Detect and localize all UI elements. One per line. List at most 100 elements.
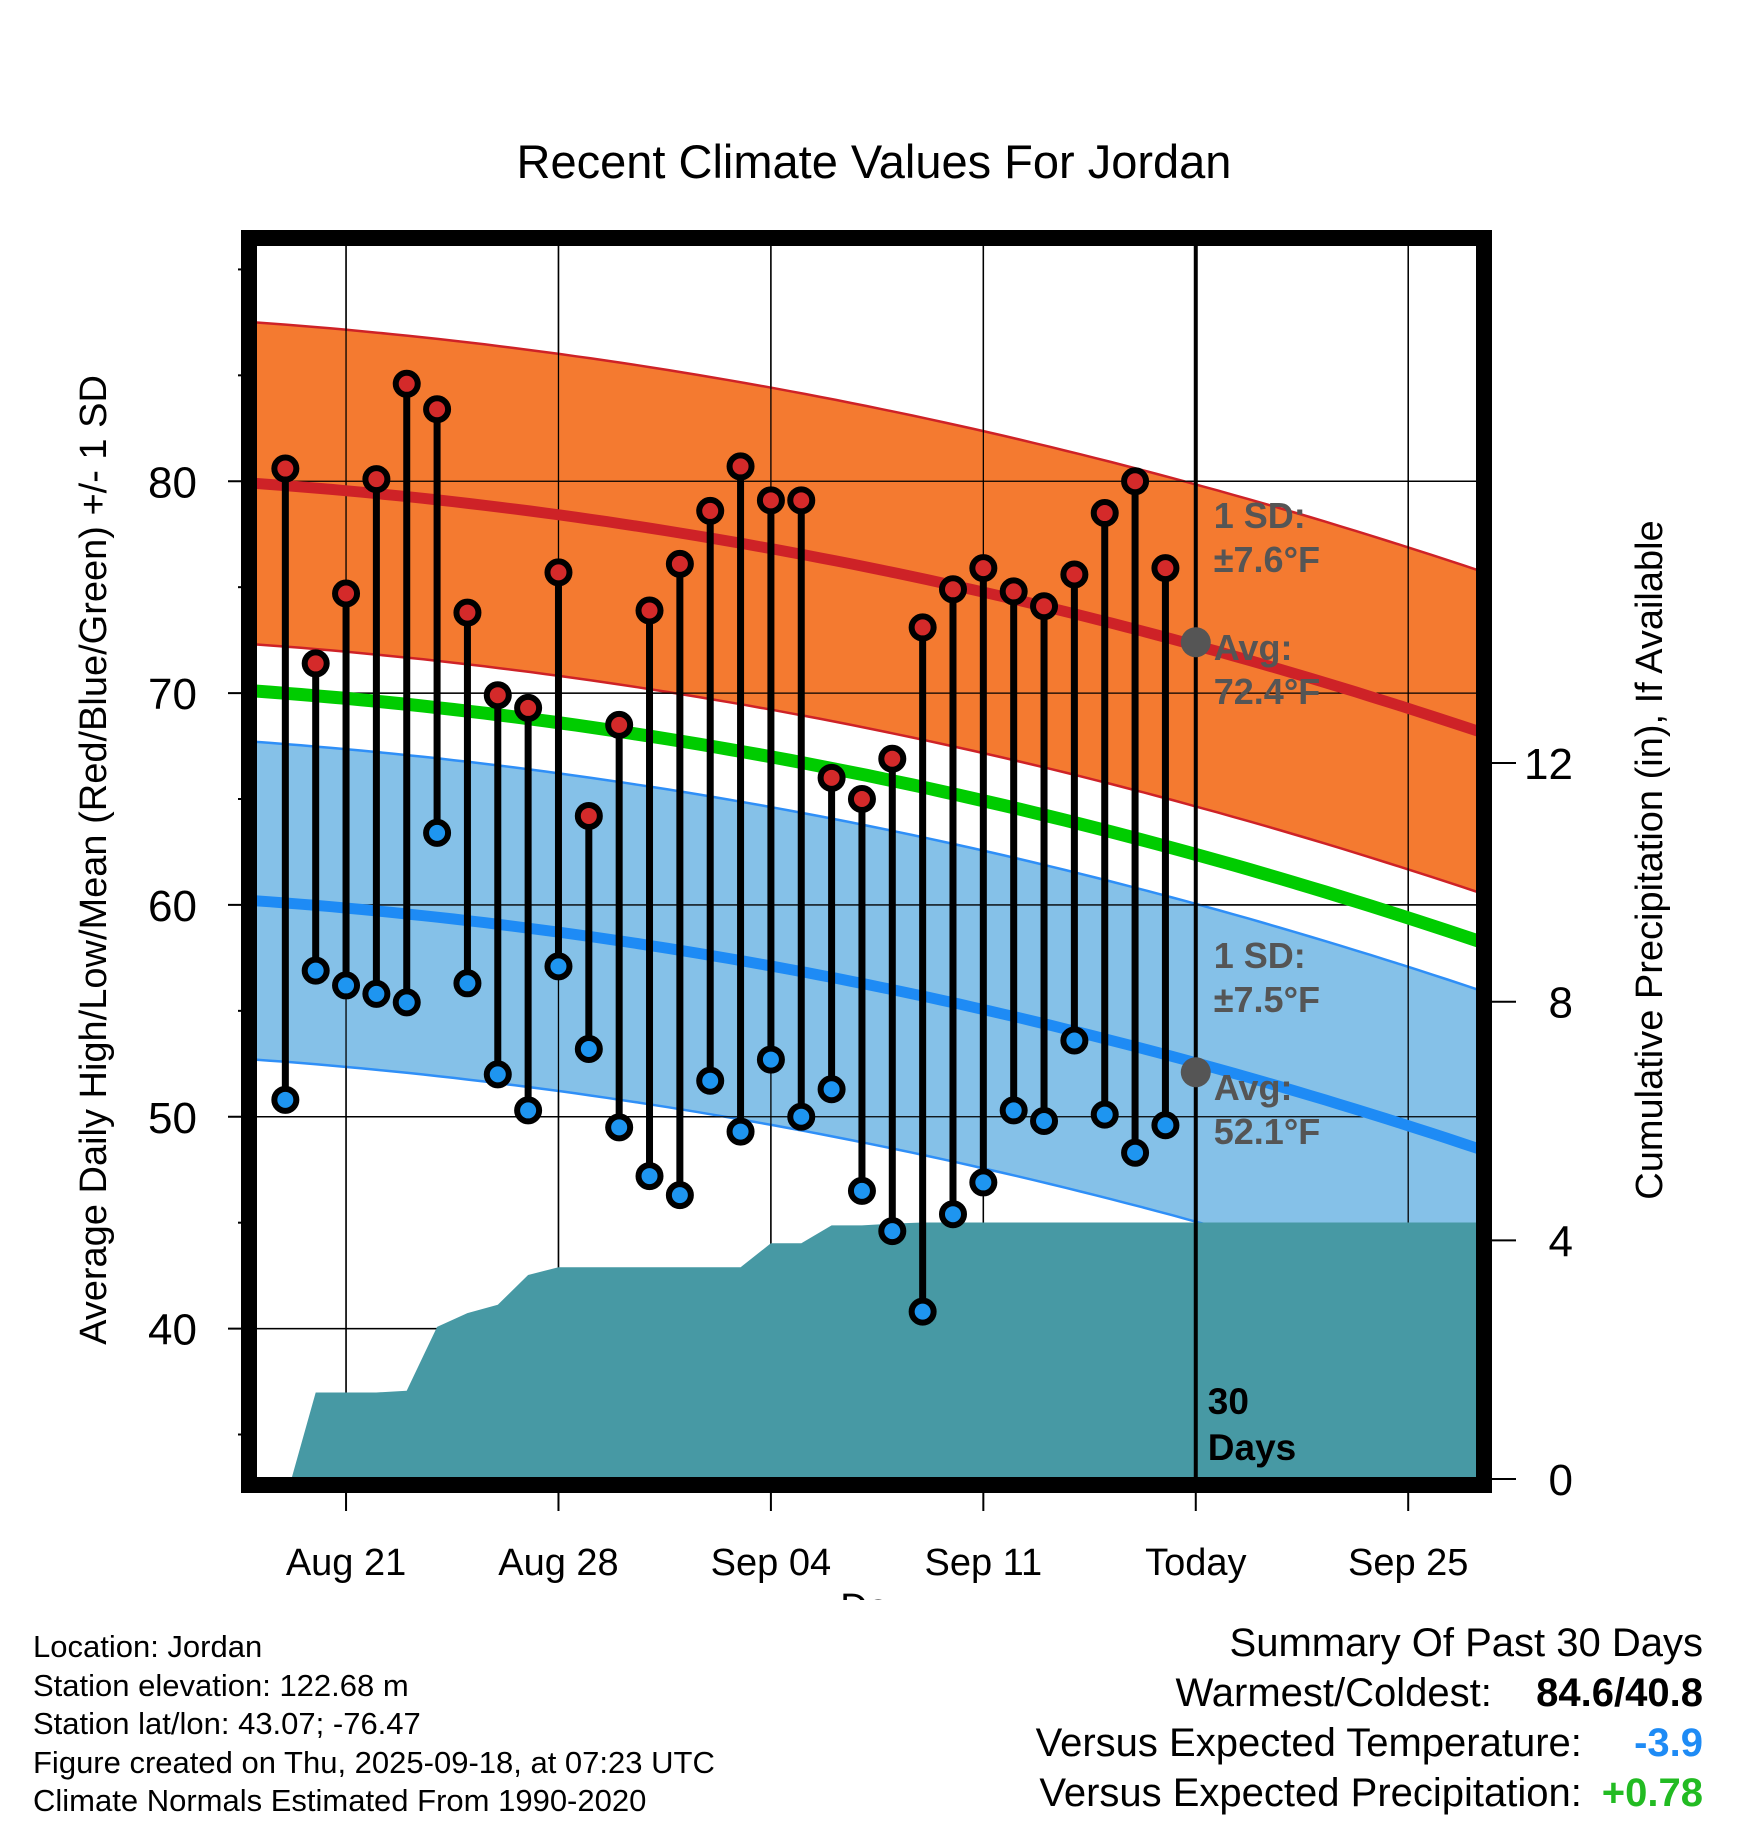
daily-high-dot	[362, 465, 391, 494]
y-tick-label: 60	[148, 882, 197, 931]
daily-high-dot	[605, 710, 634, 739]
daily-low-dot	[392, 988, 421, 1017]
daily-low-dot	[483, 1060, 512, 1089]
daily-high-dot	[1030, 592, 1059, 621]
high-band-lower-edge	[255, 643, 1478, 894]
x-tick-label: Aug 21	[286, 1542, 406, 1584]
daily-low-dot	[969, 1168, 998, 1197]
y-axis-label: Average Daily High/Low/Mean (Red/Blue/Gr…	[73, 375, 115, 1345]
daily-low-dot	[362, 979, 391, 1008]
daily-high-dot	[726, 452, 755, 481]
daily-high-dot	[1151, 554, 1180, 583]
daily-low-dot	[938, 1200, 967, 1229]
summary-precip-row: Versus Expected Precipitation: +0.78	[1036, 1768, 1703, 1818]
daily-low-dot	[301, 956, 330, 985]
summary-precip-label: Versus Expected Precipitation:	[1039, 1771, 1582, 1815]
daily-high-dot	[787, 486, 816, 515]
x-tick-label: Sep 04	[711, 1542, 831, 1584]
daily-low-dot	[726, 1117, 755, 1146]
summary-heading: Summary Of Past 30 Days	[1229, 1621, 1703, 1665]
daily-high-dot	[271, 454, 300, 483]
y2-axis-label: Cumulative Precipitation (in), If Availa…	[1629, 520, 1671, 1199]
x-tick-label: Sep 11	[925, 1542, 1043, 1584]
daily-high-dot	[514, 693, 543, 722]
summary-warmest-row: Warmest/Coldest: 84.6/40.8	[1036, 1668, 1704, 1718]
summary-panel: Summary Of Past 30 Days Warmest/Coldest:…	[1036, 1618, 1703, 1818]
daily-low-dot	[574, 1034, 603, 1063]
daily-high-dot	[1090, 499, 1119, 528]
daily-low-dot	[696, 1066, 725, 1095]
summary-precip-value: +0.78	[1601, 1771, 1703, 1815]
y-tick-label: 70	[148, 670, 197, 719]
y2-tick-label: 4	[1549, 1217, 1573, 1266]
daily-low-dot	[453, 969, 482, 998]
info-location: Location: Jordan	[33, 1629, 263, 1664]
x-axis-label: Day	[840, 1587, 908, 1600]
y2-tick-label: 8	[1549, 979, 1573, 1028]
today-high-marker	[1180, 627, 1211, 658]
daily-low-dot	[635, 1162, 664, 1191]
plot-frame	[241, 230, 1492, 1493]
daily-low-dot	[605, 1113, 634, 1142]
daily-low-dot	[999, 1096, 1028, 1125]
daily-high-dot	[574, 801, 603, 830]
high-band-upper-edge	[255, 321, 1478, 572]
daily-high-dot	[756, 486, 785, 515]
info-latlon: Station lat/lon: 43.07; -76.47	[33, 1706, 421, 1741]
daily-low-dot	[665, 1181, 694, 1210]
daily-high-dot	[301, 649, 330, 678]
daily-high-dot	[332, 579, 361, 608]
daily-high-dot	[483, 681, 512, 710]
climate-chart: Recent Climate Values For Jordan 1 SD: ±7…	[73, 135, 1671, 1600]
daily-low-dot	[756, 1045, 785, 1074]
mean-avg-line	[255, 684, 1478, 948]
daily-high-dot	[665, 549, 694, 578]
daily-high-dot	[908, 613, 937, 642]
precip-area	[291, 1222, 1478, 1479]
daily-high-dot	[938, 575, 967, 604]
daily-high-dot	[696, 496, 725, 525]
chart-title: Recent Climate Values For Jordan	[517, 135, 1232, 188]
plot-inner: 1 SD: ±7.6°F Avg: 72.4°F 1 SD: ±7.5°F Avg: 52.1…	[255, 244, 1478, 1479]
daily-low-dot	[1060, 1026, 1089, 1055]
y-tick-label: 80	[148, 458, 197, 507]
low-band-upper-edge	[255, 740, 1478, 991]
summary-temp-value: -3.9	[1634, 1721, 1703, 1765]
summary-warmest-value: 84.6/40.8	[1536, 1671, 1703, 1715]
low-sd-annotation: 1 SD: ±7.5°F	[1214, 935, 1320, 1020]
daily-low-dot	[271, 1085, 300, 1114]
daily-low-dot	[878, 1217, 907, 1246]
today-days-annotation: 30 Days	[1208, 1381, 1296, 1468]
info-normals: Climate Normals Estimated From 1990-2020	[33, 1783, 647, 1818]
daily-high-dot	[999, 577, 1028, 606]
daily-high-dot	[847, 785, 876, 814]
daily-high-dot	[544, 558, 573, 587]
daily-low-dot	[817, 1075, 846, 1104]
daily-high-dot	[635, 596, 664, 625]
summary-temp-label: Versus Expected Temperature:	[1035, 1721, 1582, 1765]
high-sd-annotation: 1 SD: ±7.6°F	[1214, 495, 1320, 580]
daily-low-dot	[544, 952, 573, 981]
y2-tick-label: 12	[1524, 740, 1573, 789]
x-tick-label: Today	[1145, 1542, 1246, 1584]
daily-low-dot	[423, 818, 452, 847]
plot-area: 1 SD: ±7.6°F Avg: 72.4°F 1 SD: ±7.5°F Avg: 52.1…	[148, 230, 1573, 1584]
high-sd-band	[255, 322, 1478, 893]
daily-low-dot	[1090, 1100, 1119, 1129]
daily-high-dot	[1060, 560, 1089, 589]
daily-high-dot	[453, 598, 482, 627]
low-avg-line	[255, 895, 1478, 1154]
daily-low-dot	[1121, 1138, 1150, 1167]
daily-high-dot	[392, 369, 421, 398]
low-avg-annotation: Avg: 52.1°F	[1214, 1067, 1320, 1152]
daily-low-dot	[1030, 1106, 1059, 1135]
y-tick-label: 50	[148, 1094, 197, 1143]
summary-warmest-label: Warmest/Coldest:	[1175, 1671, 1492, 1715]
daily-low-dot	[514, 1096, 543, 1125]
daily-high-dot	[817, 763, 846, 792]
high-avg-line	[255, 477, 1478, 737]
summary-temp-row: Versus Expected Temperature: -3.9	[1036, 1718, 1703, 1768]
daily-low-dot	[1151, 1111, 1180, 1140]
daily-low-dot	[787, 1102, 816, 1131]
station-info: Location: Jordan Station elevation: 122.…	[33, 1628, 715, 1821]
